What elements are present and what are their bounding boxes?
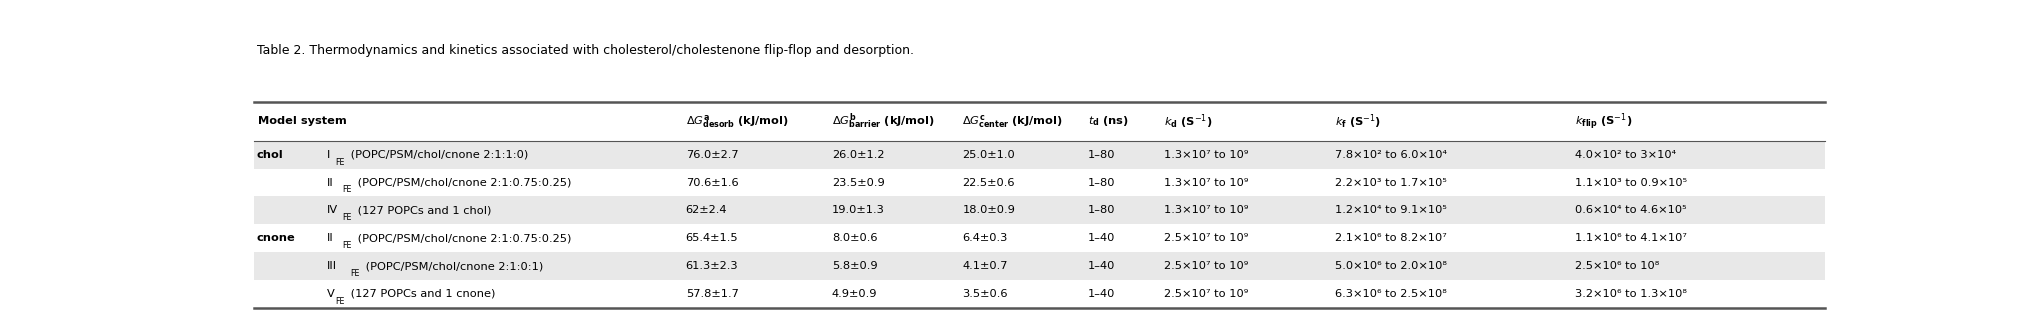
Text: 5.0×10⁶ to 2.0×10⁸: 5.0×10⁶ to 2.0×10⁸ — [1334, 261, 1446, 271]
Text: 6.3×10⁶ to 2.5×10⁸: 6.3×10⁶ to 2.5×10⁸ — [1334, 289, 1446, 299]
Text: FE: FE — [343, 185, 351, 194]
Text: 1.3×10⁷ to 10⁹: 1.3×10⁷ to 10⁹ — [1164, 150, 1247, 160]
Text: (127 POPCs and 1 chol): (127 POPCs and 1 chol) — [355, 205, 491, 215]
Text: $\Delta G_{\mathregular{desorb}}^{\mathregular{a}}$ (kJ/mol): $\Delta G_{\mathregular{desorb}}^{\mathr… — [685, 113, 789, 130]
Text: FE: FE — [343, 213, 351, 222]
Text: Model system: Model system — [258, 117, 347, 127]
Text: 2.5×10⁷ to 10⁹: 2.5×10⁷ to 10⁹ — [1164, 261, 1247, 271]
Text: 4.0×10² to 3×10⁴: 4.0×10² to 3×10⁴ — [1576, 150, 1677, 160]
Text: 8.0±0.6: 8.0±0.6 — [831, 233, 878, 243]
Text: I: I — [327, 150, 331, 160]
Text: 6.4±0.3: 6.4±0.3 — [963, 233, 1008, 243]
Text: 5.8±0.9: 5.8±0.9 — [831, 261, 878, 271]
Text: 1.3×10⁷ to 10⁹: 1.3×10⁷ to 10⁹ — [1164, 205, 1247, 215]
Text: $\Delta G_{\mathregular{barrier}}^{\mathregular{b}}$ (kJ/mol): $\Delta G_{\mathregular{barrier}}^{\math… — [831, 112, 935, 131]
Text: 1.3×10⁷ to 10⁹: 1.3×10⁷ to 10⁹ — [1164, 178, 1247, 188]
Text: 62±2.4: 62±2.4 — [685, 205, 728, 215]
Text: 3.5±0.6: 3.5±0.6 — [963, 289, 1008, 299]
Text: $k_{\mathregular{flip}}$ (S$^{-1}$): $k_{\mathregular{flip}}$ (S$^{-1}$) — [1576, 111, 1633, 132]
Text: II: II — [327, 178, 335, 188]
Text: III: III — [327, 261, 337, 271]
Text: II: II — [327, 233, 335, 243]
Bar — [254, 196, 1825, 224]
Text: 4.9±0.9: 4.9±0.9 — [831, 289, 878, 299]
Text: 25.0±1.0: 25.0±1.0 — [963, 150, 1016, 160]
Text: $k_{\mathregular{d}}$ (S$^{-1}$): $k_{\mathregular{d}}$ (S$^{-1}$) — [1164, 112, 1213, 131]
Bar — [254, 252, 1825, 280]
Bar — [254, 141, 1825, 169]
Text: FE: FE — [351, 269, 359, 278]
Text: 57.8±1.7: 57.8±1.7 — [685, 289, 738, 299]
Text: 2.1×10⁶ to 8.2×10⁷: 2.1×10⁶ to 8.2×10⁷ — [1334, 233, 1446, 243]
Text: 1–40: 1–40 — [1089, 289, 1115, 299]
Text: $\Delta G_{\mathregular{center}}^{\mathregular{c}}$ (kJ/mol): $\Delta G_{\mathregular{center}}^{\mathr… — [963, 113, 1063, 130]
Text: 1–80: 1–80 — [1089, 205, 1115, 215]
Text: V: V — [327, 289, 335, 299]
Text: 2.5×10⁷ to 10⁹: 2.5×10⁷ to 10⁹ — [1164, 289, 1247, 299]
Text: 0.6×10⁴ to 4.6×10⁵: 0.6×10⁴ to 4.6×10⁵ — [1576, 205, 1687, 215]
Text: 1.1×10⁶ to 4.1×10⁷: 1.1×10⁶ to 4.1×10⁷ — [1576, 233, 1687, 243]
Text: 18.0±0.9: 18.0±0.9 — [963, 205, 1016, 215]
Text: FE: FE — [335, 158, 345, 167]
Text: (POPC/PSM/chol/cnone 2:1:0.75:0.25): (POPC/PSM/chol/cnone 2:1:0.75:0.25) — [355, 178, 572, 188]
Text: 1–40: 1–40 — [1089, 261, 1115, 271]
Text: $t_{\mathregular{d}}$ (ns): $t_{\mathregular{d}}$ (ns) — [1089, 114, 1130, 129]
Text: IV: IV — [327, 205, 339, 215]
Text: 7.8×10² to 6.0×10⁴: 7.8×10² to 6.0×10⁴ — [1334, 150, 1446, 160]
Text: 26.0±1.2: 26.0±1.2 — [831, 150, 884, 160]
Text: (POPC/PSM/chol/cnone 2:1:0:1): (POPC/PSM/chol/cnone 2:1:0:1) — [361, 261, 544, 271]
Text: 22.5±0.6: 22.5±0.6 — [963, 178, 1014, 188]
Text: 2.5×10⁷ to 10⁹: 2.5×10⁷ to 10⁹ — [1164, 233, 1247, 243]
Text: 3.2×10⁶ to 1.3×10⁸: 3.2×10⁶ to 1.3×10⁸ — [1576, 289, 1687, 299]
Text: 23.5±0.9: 23.5±0.9 — [831, 178, 884, 188]
Text: $k_{\mathregular{f}}$ (S$^{-1}$): $k_{\mathregular{f}}$ (S$^{-1}$) — [1334, 112, 1381, 131]
Text: 2.2×10³ to 1.7×10⁵: 2.2×10³ to 1.7×10⁵ — [1334, 178, 1446, 188]
Text: 1–40: 1–40 — [1089, 233, 1115, 243]
Text: 70.6±1.6: 70.6±1.6 — [685, 178, 738, 188]
Text: (POPC/PSM/chol/cnone 2:1:0.75:0.25): (POPC/PSM/chol/cnone 2:1:0.75:0.25) — [355, 233, 572, 243]
Text: (127 POPCs and 1 cnone): (127 POPCs and 1 cnone) — [347, 289, 495, 299]
Text: 1–80: 1–80 — [1089, 150, 1115, 160]
Text: (POPC/PSM/chol/cnone 2:1:1:0): (POPC/PSM/chol/cnone 2:1:1:0) — [347, 150, 527, 160]
Text: 65.4±1.5: 65.4±1.5 — [685, 233, 738, 243]
Text: FE: FE — [343, 241, 351, 250]
Text: 2.5×10⁶ to 10⁸: 2.5×10⁶ to 10⁸ — [1576, 261, 1659, 271]
Text: chol: chol — [258, 150, 284, 160]
Text: 76.0±2.7: 76.0±2.7 — [685, 150, 738, 160]
Text: 1–80: 1–80 — [1089, 178, 1115, 188]
Text: 4.1±0.7: 4.1±0.7 — [963, 261, 1008, 271]
Text: FE: FE — [335, 297, 345, 306]
Text: Table 2. Thermodynamics and kinetics associated with cholesterol/cholestenone fl: Table 2. Thermodynamics and kinetics ass… — [258, 44, 915, 57]
Text: 1.2×10⁴ to 9.1×10⁵: 1.2×10⁴ to 9.1×10⁵ — [1334, 205, 1446, 215]
Text: 61.3±2.3: 61.3±2.3 — [685, 261, 738, 271]
Text: cnone: cnone — [258, 233, 296, 243]
Text: 19.0±1.3: 19.0±1.3 — [831, 205, 884, 215]
Text: 1.1×10³ to 0.9×10⁵: 1.1×10³ to 0.9×10⁵ — [1576, 178, 1687, 188]
